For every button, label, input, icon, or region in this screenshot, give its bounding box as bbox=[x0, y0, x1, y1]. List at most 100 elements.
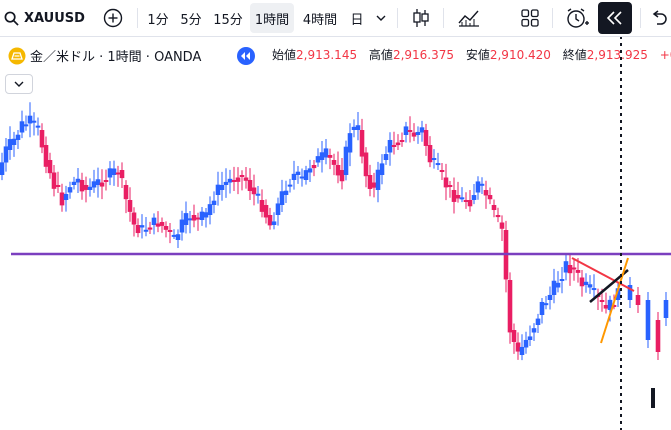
toolbar-divider bbox=[137, 8, 138, 28]
candle-body bbox=[195, 217, 201, 220]
candle-body bbox=[339, 170, 345, 182]
candle-body bbox=[591, 288, 597, 291]
candle-body bbox=[323, 148, 329, 158]
candle-body bbox=[235, 177, 241, 182]
candle-body bbox=[599, 300, 605, 302]
candle-body bbox=[103, 180, 109, 182]
legend-collapse-button[interactable] bbox=[5, 74, 33, 94]
symbol-info[interactable]: 金／米ドル · 1時間 · OANDA bbox=[8, 46, 201, 65]
replay-button[interactable] bbox=[598, 2, 632, 34]
candle-body bbox=[527, 336, 533, 340]
toolbar-divider bbox=[640, 8, 641, 28]
candle-body bbox=[427, 145, 433, 163]
candle-body bbox=[259, 200, 265, 212]
candle-body bbox=[83, 185, 89, 190]
alert-button[interactable] bbox=[562, 0, 592, 36]
candle-body bbox=[203, 212, 209, 218]
close-label: 終値 bbox=[562, 48, 587, 62]
candle-body bbox=[343, 146, 349, 175]
candle-body bbox=[447, 185, 453, 187]
tf-1d[interactable]: 日 bbox=[350, 12, 364, 28]
candle-body bbox=[443, 177, 449, 188]
candle-body bbox=[27, 115, 33, 124]
candle-body bbox=[627, 285, 633, 300]
undo-button[interactable] bbox=[646, 0, 670, 36]
trendline-black[interactable] bbox=[589, 269, 629, 303]
candle-body bbox=[23, 124, 29, 127]
add-symbol-button[interactable] bbox=[100, 0, 126, 36]
candle-body bbox=[431, 158, 437, 161]
candle-body bbox=[79, 180, 85, 192]
replay-icon bbox=[606, 11, 622, 25]
candle-body bbox=[275, 203, 281, 215]
trendline-orange[interactable] bbox=[600, 257, 629, 344]
tf-4h[interactable]: 4時間 bbox=[302, 12, 338, 28]
candle-body bbox=[547, 294, 553, 300]
candle-body bbox=[143, 229, 149, 232]
candle-body bbox=[223, 181, 229, 185]
layout-button[interactable] bbox=[517, 0, 543, 36]
candle-body bbox=[655, 320, 661, 352]
candle-body bbox=[423, 130, 429, 146]
gold-bar-icon bbox=[8, 47, 26, 64]
low-label: 安値 bbox=[465, 48, 490, 62]
candle-body bbox=[475, 181, 481, 193]
symbol-search-button[interactable]: XAUUSD bbox=[4, 0, 86, 36]
candle-body bbox=[271, 221, 277, 225]
candle-body bbox=[55, 185, 61, 187]
candle-body bbox=[99, 182, 105, 187]
candle-body bbox=[19, 121, 25, 133]
candle-body bbox=[219, 184, 225, 190]
candle-body bbox=[407, 130, 413, 132]
candle-body bbox=[645, 300, 651, 340]
candle-body bbox=[491, 205, 497, 211]
chart-legend: 金／米ドル · 1時間 · OANDA 始値2,913.145 高値2,916.… bbox=[0, 44, 671, 66]
top-toolbar: XAUUSD 1分 5分 15分 1時間 4時間 日 bbox=[0, 0, 671, 37]
tf-15m[interactable]: 15分 bbox=[213, 12, 243, 28]
candle-body bbox=[635, 295, 641, 305]
candle-body bbox=[567, 265, 573, 274]
trendline-red[interactable] bbox=[571, 257, 635, 292]
tf-5m[interactable]: 5分 bbox=[180, 12, 202, 28]
candle-body bbox=[359, 130, 365, 157]
candle-body bbox=[455, 195, 461, 199]
candle-body bbox=[555, 282, 561, 288]
candle-body bbox=[415, 131, 421, 135]
candle-body bbox=[39, 130, 45, 148]
candle-body bbox=[571, 267, 577, 270]
tf-1h[interactable]: 1時間 bbox=[250, 3, 294, 33]
ohlc-values: 始値2,913.145 高値2,916.375 安値2,910.420 終値2,… bbox=[272, 46, 671, 63]
candle-body bbox=[387, 139, 393, 153]
candle-body bbox=[607, 299, 613, 310]
open-value: 2,913.145 bbox=[296, 48, 358, 62]
double-left-arrow-icon[interactable] bbox=[237, 47, 255, 65]
indicators-button[interactable] bbox=[452, 0, 486, 36]
candle-body bbox=[135, 225, 141, 234]
candle-body bbox=[615, 288, 621, 300]
candle-body bbox=[351, 126, 357, 130]
high-value: 2,916.375 bbox=[392, 48, 455, 62]
candle-body bbox=[511, 330, 517, 343]
candle-body bbox=[435, 163, 441, 166]
candle-body bbox=[207, 204, 213, 215]
toolbar-divider bbox=[443, 8, 444, 28]
candle-body bbox=[179, 219, 185, 233]
candle-body bbox=[539, 301, 545, 315]
tf-dropdown-button[interactable] bbox=[372, 0, 390, 36]
candle-body bbox=[451, 190, 457, 202]
candle-body bbox=[291, 173, 297, 180]
candle-body bbox=[191, 215, 197, 221]
candle-body bbox=[371, 182, 377, 188]
candle-body bbox=[139, 225, 145, 228]
tf-1m[interactable]: 1分 bbox=[147, 12, 169, 28]
chart-type-button[interactable] bbox=[408, 0, 434, 36]
candle-body bbox=[11, 138, 17, 145]
candle-body bbox=[279, 191, 285, 205]
candle-body bbox=[35, 125, 41, 128]
candle-body bbox=[595, 295, 601, 297]
candle-body bbox=[479, 183, 485, 186]
low-value: 2,910.420 bbox=[489, 48, 551, 62]
candle-body bbox=[151, 217, 157, 225]
candle-body bbox=[403, 126, 409, 135]
candle-body bbox=[71, 181, 77, 185]
